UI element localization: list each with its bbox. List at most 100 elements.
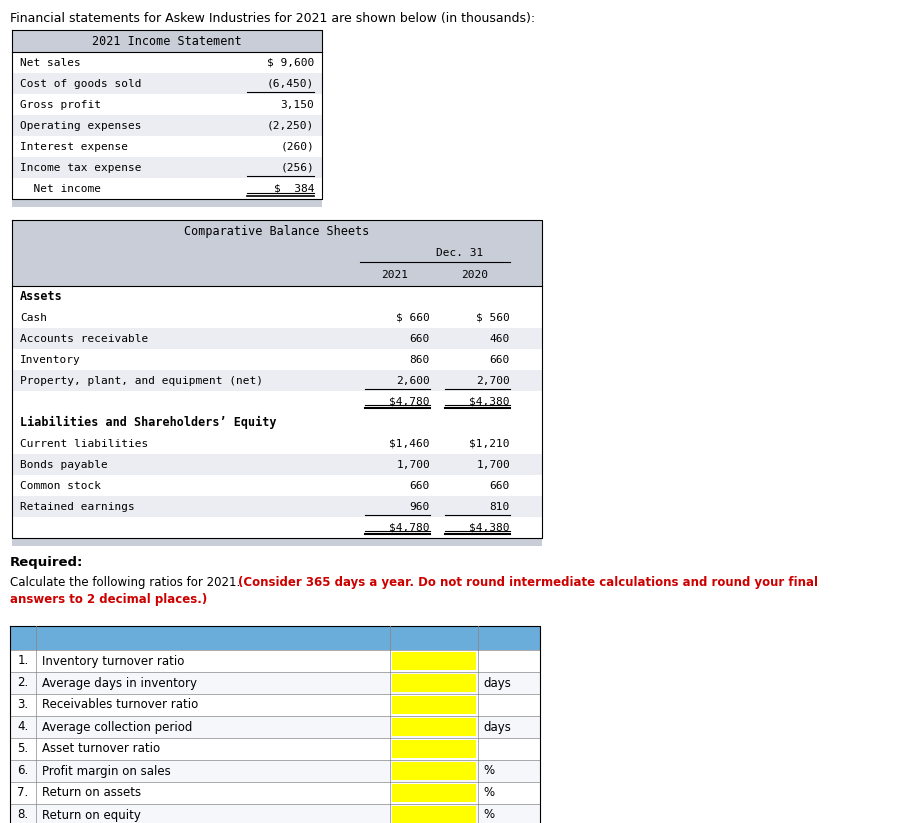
Bar	[12, 538, 542, 546]
Text: 1,700: 1,700	[476, 459, 510, 469]
Text: $ 560: $ 560	[476, 313, 510, 323]
Bar	[12, 157, 322, 178]
Text: (6,450): (6,450)	[267, 78, 314, 89]
Text: days: days	[483, 677, 511, 690]
Text: 2.: 2.	[17, 677, 28, 690]
Text: 810: 810	[490, 501, 510, 512]
Text: Calculate the following ratios for 2021.: Calculate the following ratios for 2021.	[10, 576, 244, 589]
Bar	[12, 30, 322, 52]
Bar	[12, 178, 322, 199]
Text: 2021: 2021	[381, 270, 409, 280]
Bar	[12, 349, 542, 370]
Text: Receivables turnover ratio: Receivables turnover ratio	[42, 699, 199, 712]
Bar	[392, 806, 476, 823]
Text: $ 660: $ 660	[396, 313, 430, 323]
Text: 660: 660	[490, 355, 510, 365]
Bar	[12, 391, 542, 412]
Text: $1,210: $1,210	[470, 439, 510, 449]
Text: %: %	[483, 787, 494, 799]
Text: 6.: 6.	[17, 765, 28, 778]
Text: $4,780: $4,780	[390, 523, 430, 532]
Bar	[392, 652, 476, 670]
Bar	[12, 115, 322, 136]
Text: Property, plant, and equipment (net): Property, plant, and equipment (net)	[20, 375, 263, 385]
Text: Net income: Net income	[20, 184, 101, 193]
Bar	[392, 674, 476, 692]
Text: Profit margin on sales: Profit margin on sales	[42, 765, 171, 778]
Bar	[12, 370, 542, 391]
Text: Cost of goods sold: Cost of goods sold	[20, 78, 142, 89]
Bar	[10, 672, 540, 694]
Text: Cash: Cash	[20, 313, 47, 323]
Text: Accounts receivable: Accounts receivable	[20, 333, 148, 343]
Text: 460: 460	[490, 333, 510, 343]
Text: (Consider 365 days a year. Do not round intermediate calculations and round your: (Consider 365 days a year. Do not round …	[238, 576, 818, 589]
Text: 3,150: 3,150	[280, 100, 314, 109]
Text: 4.: 4.	[17, 720, 28, 733]
Bar	[10, 716, 540, 738]
Text: 2,600: 2,600	[396, 375, 430, 385]
Text: Operating expenses: Operating expenses	[20, 120, 142, 131]
Text: Financial statements for Askew Industries for 2021 are shown below (in thousands: Financial statements for Askew Industrie…	[10, 12, 535, 25]
Bar	[392, 718, 476, 736]
Text: Inventory turnover ratio: Inventory turnover ratio	[42, 654, 185, 667]
Bar	[12, 94, 322, 115]
Text: $4,780: $4,780	[390, 397, 430, 407]
Text: 2021 Income Statement: 2021 Income Statement	[92, 35, 242, 48]
Text: Required:: Required:	[10, 556, 84, 569]
Bar	[12, 517, 542, 538]
Bar	[10, 738, 540, 760]
Text: Gross profit: Gross profit	[20, 100, 101, 109]
Text: 8.: 8.	[17, 808, 28, 821]
Bar	[10, 694, 540, 716]
Text: Asset turnover ratio: Asset turnover ratio	[42, 742, 160, 756]
Bar	[12, 328, 542, 349]
Bar	[12, 454, 542, 475]
Text: Bonds payable: Bonds payable	[20, 459, 108, 469]
Bar	[10, 626, 540, 650]
Bar	[12, 475, 542, 496]
Text: 660: 660	[490, 481, 510, 491]
Text: Inventory: Inventory	[20, 355, 81, 365]
Bar	[392, 696, 476, 714]
Text: Net sales: Net sales	[20, 58, 81, 67]
Text: Return on equity: Return on equity	[42, 808, 141, 821]
Bar	[12, 73, 322, 94]
Text: Interest expense: Interest expense	[20, 142, 128, 151]
Bar	[12, 136, 322, 157]
Bar	[10, 760, 540, 782]
Text: 660: 660	[410, 481, 430, 491]
Text: $  384: $ 384	[274, 184, 314, 193]
Text: $ 9,600: $ 9,600	[267, 58, 314, 67]
Bar	[12, 307, 542, 328]
Bar	[392, 784, 476, 802]
Text: Current liabilities: Current liabilities	[20, 439, 148, 449]
Bar	[10, 804, 540, 823]
Text: $4,380: $4,380	[470, 397, 510, 407]
Bar	[10, 650, 540, 672]
Text: Average collection period: Average collection period	[42, 720, 192, 733]
Text: $1,460: $1,460	[390, 439, 430, 449]
Text: Assets: Assets	[20, 290, 62, 303]
Text: $4,380: $4,380	[470, 523, 510, 532]
Bar	[12, 433, 542, 454]
Bar	[392, 762, 476, 780]
Bar	[12, 52, 322, 73]
Text: Comparative Balance Sheets: Comparative Balance Sheets	[185, 225, 369, 238]
Text: (256): (256)	[280, 162, 314, 173]
Text: days: days	[483, 720, 511, 733]
Bar	[10, 782, 540, 804]
Text: 2020: 2020	[461, 270, 489, 280]
Text: 1,700: 1,700	[396, 459, 430, 469]
Text: (260): (260)	[280, 142, 314, 151]
Text: Retained earnings: Retained earnings	[20, 501, 135, 512]
Text: 660: 660	[410, 333, 430, 343]
Text: (2,250): (2,250)	[267, 120, 314, 131]
Text: 2,700: 2,700	[476, 375, 510, 385]
Text: %: %	[483, 808, 494, 821]
Text: Average days in inventory: Average days in inventory	[42, 677, 197, 690]
Text: 1.: 1.	[17, 654, 28, 667]
Bar	[392, 740, 476, 758]
Text: 960: 960	[410, 501, 430, 512]
Text: 5.: 5.	[17, 742, 28, 756]
